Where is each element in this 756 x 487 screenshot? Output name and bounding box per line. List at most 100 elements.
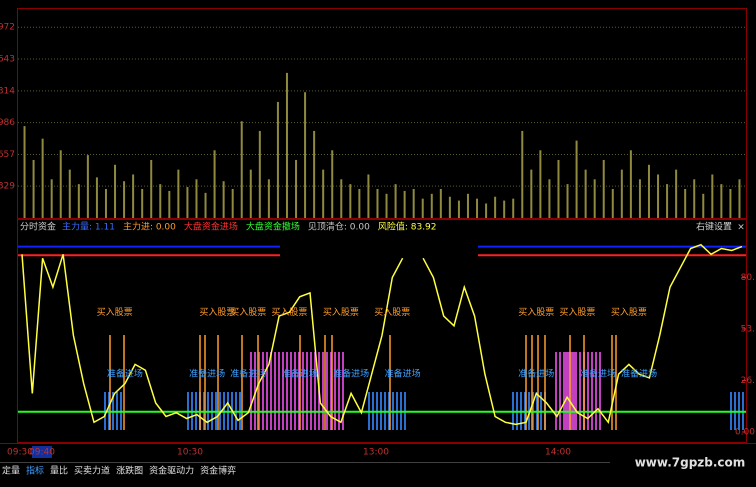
volume-bar	[50, 179, 53, 218]
volume-bar	[367, 174, 370, 218]
signal-bar	[270, 352, 272, 430]
volume-bar	[675, 169, 678, 218]
signal-bar	[575, 352, 577, 430]
annotation: 准备进场	[230, 368, 266, 380]
volume-bar	[204, 192, 207, 218]
signal-bar	[326, 352, 328, 430]
volume-bar	[647, 164, 650, 218]
volume-bar	[530, 169, 533, 218]
signal-bar	[591, 352, 593, 430]
volume-bar	[77, 184, 80, 218]
time-label: 09:40	[29, 448, 55, 458]
annotation: 买入股票	[97, 307, 133, 318]
tab[interactable]: 买卖力道	[74, 465, 110, 477]
annotation: 准备进场	[282, 368, 318, 380]
volume-bar	[602, 159, 605, 218]
volume-bar	[304, 92, 307, 218]
volume-bar	[711, 174, 714, 218]
volume-bar	[593, 179, 596, 218]
volume-bar	[738, 179, 741, 218]
volume-bar	[494, 196, 497, 218]
volume-bar	[222, 181, 225, 218]
legend-item: 风险值: 83.92	[378, 221, 437, 233]
volume-bar	[521, 130, 524, 218]
tab[interactable]: 涨跌图	[116, 466, 143, 477]
volume-bar	[68, 169, 71, 218]
tab[interactable]: 资金博弈	[200, 465, 236, 477]
indicator-title: 分时资金	[20, 221, 56, 233]
volume-bar	[114, 164, 117, 218]
tab[interactable]: 量比	[50, 465, 68, 477]
watermark: www.7gpzb.com	[635, 456, 746, 470]
volume-bar	[638, 179, 641, 218]
annotation: 买入股票	[230, 307, 266, 318]
volume-bar	[86, 155, 89, 218]
volume-bar	[258, 130, 261, 218]
annotation: 准备进场	[333, 368, 369, 380]
volume-bar	[150, 159, 153, 218]
tab[interactable]: 指标	[26, 465, 44, 477]
volume-bar	[267, 179, 270, 218]
volume-bar	[168, 190, 171, 218]
tab[interactable]: 定量	[2, 465, 20, 477]
signal-bar	[274, 352, 276, 430]
signal-bar	[563, 352, 565, 430]
volume-bar	[32, 159, 35, 218]
volume-bar	[412, 188, 415, 218]
legend-item: 大盘资金撤场	[246, 221, 300, 233]
volume-bar	[421, 198, 424, 218]
signal-bar	[302, 352, 304, 430]
y-tick-label: 53.	[741, 324, 755, 334]
annotation: 准备进场	[189, 368, 225, 380]
signal-bar	[262, 352, 264, 430]
signal-bar	[314, 352, 316, 430]
volume-bar	[295, 159, 298, 218]
signal-bar	[559, 352, 561, 430]
y-tick-label: 1314	[0, 86, 15, 96]
volume-bar	[575, 140, 578, 218]
annotation: 准备进场	[580, 368, 616, 380]
volume-bar	[276, 101, 279, 218]
volume-bar	[702, 193, 705, 218]
volume-bar	[249, 169, 252, 218]
volume-bar	[394, 184, 397, 218]
close-button[interactable]: ×	[737, 223, 745, 233]
time-cursor	[32, 446, 52, 458]
volume-bar	[729, 188, 732, 218]
volume-bar	[340, 179, 343, 218]
volume-bar	[159, 184, 162, 218]
volume-bar	[349, 184, 352, 218]
time-label: 09:30	[7, 448, 33, 458]
volume-bar	[59, 150, 62, 218]
volume-bar	[557, 159, 560, 218]
volume-bar	[95, 177, 98, 218]
volume-bar	[620, 169, 623, 218]
volume-bar	[141, 188, 144, 218]
signal-bar	[334, 352, 336, 430]
signal-bar	[306, 352, 308, 430]
legend-item: 主力进: 0.00	[123, 221, 176, 233]
signal-bar	[250, 352, 252, 430]
signal-bar	[322, 352, 324, 430]
settings-button[interactable]: 右键设置	[696, 221, 732, 233]
volume-bar	[240, 121, 243, 218]
volume-bar	[666, 184, 669, 218]
annotation: 买入股票	[559, 307, 595, 318]
volume-bar	[358, 188, 361, 218]
indicator-line	[21, 243, 743, 426]
y-tick-label: 1972	[0, 23, 15, 33]
volume-bar	[439, 188, 442, 218]
signal-bar	[330, 352, 332, 430]
signal-bar	[573, 352, 575, 430]
annotation: 准备进场	[518, 368, 554, 380]
signal-bar	[278, 352, 280, 430]
signal-bar	[342, 352, 344, 430]
y-tick-label: 80.	[741, 273, 755, 283]
tab[interactable]: 资金驱动力	[149, 465, 194, 477]
volume-bar	[684, 188, 687, 218]
volume-bar	[23, 126, 26, 218]
y-tick-label: 0.00	[735, 428, 755, 438]
volume-bar	[611, 188, 614, 218]
signal-bar	[258, 352, 260, 430]
